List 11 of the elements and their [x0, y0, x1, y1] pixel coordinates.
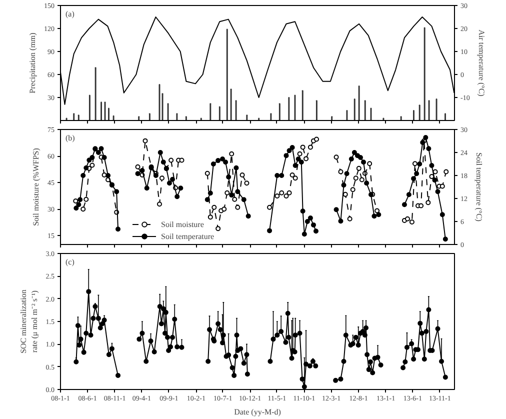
y-axis-title: Precipitation (mm): [28, 32, 37, 94]
y2-axis-title: Soil temperature (°C): [474, 152, 484, 222]
annotation: (b): [66, 134, 76, 142]
y-axis-title: SOC mineralization rate (μ mol m⁻² s⁻¹): [18, 290, 39, 354]
annotation: (a): [66, 10, 75, 18]
x-axis-title: Date (yy-M-d): [234, 408, 282, 416]
annotation: (c): [66, 258, 75, 266]
y-axis-title: Soil moisture (%WFPS): [32, 148, 40, 226]
legend-label: Soil moisture: [161, 218, 204, 230]
legend-label: Soil temperature: [161, 230, 214, 242]
y2-axis-title: Air temperature (°C): [476, 30, 486, 97]
